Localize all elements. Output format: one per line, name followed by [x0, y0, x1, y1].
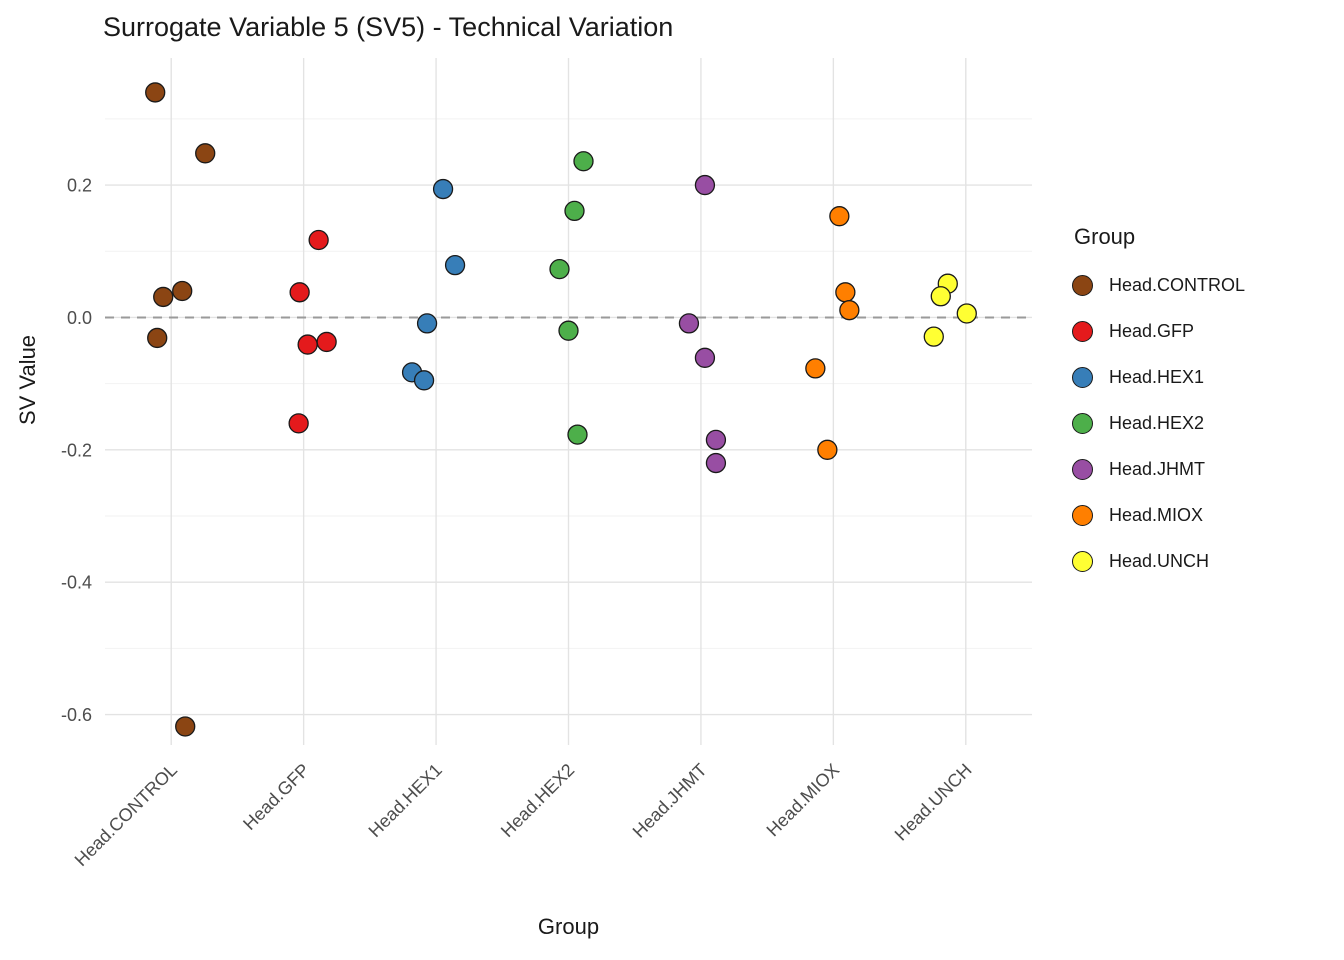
legend-item: Head.HEX1	[1072, 354, 1245, 400]
x-tick-label: Head.JHMT	[629, 760, 711, 842]
data-point	[289, 282, 310, 303]
legend-label: Head.CONTROL	[1109, 274, 1246, 295]
x-tick-label: Head.UNCH	[891, 760, 976, 845]
data-point	[308, 229, 329, 251]
legend-item: Head.CONTROL	[1072, 262, 1245, 308]
legend-label: Head.HEX1	[1109, 366, 1205, 387]
data-point	[694, 347, 716, 368]
x-tick-label: Head.MIOX	[763, 760, 844, 841]
legend-label: Head.GFP	[1109, 320, 1195, 341]
data-point	[839, 300, 860, 321]
data-point	[835, 282, 856, 303]
y-tick-label: -0.2	[61, 440, 92, 460]
legend-label: Head.HEX2	[1109, 412, 1205, 433]
x-tick-label: Head.HEX1	[365, 760, 446, 841]
legend-item: Head.UNCH	[1072, 538, 1245, 584]
legend-swatch-icon	[1072, 412, 1093, 434]
data-point	[175, 716, 196, 737]
legend-item: Head.HEX2	[1072, 400, 1245, 446]
data-point	[172, 280, 193, 302]
data-point	[564, 200, 585, 222]
legend-item: Head.GFP	[1072, 308, 1245, 354]
y-tick-label: -0.6	[61, 705, 92, 725]
data-point	[930, 286, 951, 307]
data-point	[145, 82, 166, 103]
legend-title: Group	[1074, 224, 1136, 249]
x-tick-label: Head.HEX2	[497, 760, 578, 841]
y-tick-label: -0.4	[61, 573, 92, 593]
data-point	[147, 327, 168, 349]
y-tick-label: 0.0	[67, 308, 92, 328]
data-point	[705, 452, 727, 474]
data-point	[805, 358, 826, 379]
data-point	[573, 151, 594, 172]
data-point	[549, 258, 570, 280]
legend: Group Head.CONTROL Head.GFP Head.HEX1 Head.…	[1072, 224, 1245, 584]
data-point	[288, 413, 309, 434]
legend-label: Head.UNCH	[1109, 550, 1210, 571]
data-point	[153, 286, 174, 308]
data-point	[444, 255, 466, 276]
x-tick-label: Head.CONTROL	[71, 760, 181, 870]
data-point	[416, 313, 438, 334]
data-point	[829, 206, 850, 227]
legend-item: Head.JHMT	[1072, 446, 1245, 492]
legend-label: Head.JHMT	[1109, 458, 1206, 479]
data-point	[432, 178, 454, 200]
data-point	[195, 143, 216, 164]
data-point	[705, 429, 727, 451]
data-point	[297, 334, 318, 355]
legend-item: Head.MIOX	[1072, 492, 1245, 538]
data-point	[694, 174, 716, 196]
legend-items: Head.CONTROL Head.GFP Head.HEX1 Head.HEX2 He…	[1072, 262, 1245, 584]
x-tick-label: Head.GFP	[239, 760, 313, 834]
y-tick-label: 0.2	[67, 176, 92, 196]
x-axis-title: Group	[537, 914, 600, 939]
data-point	[316, 331, 337, 353]
legend-swatch-icon	[1072, 274, 1093, 296]
legend-swatch-icon	[1072, 504, 1093, 526]
data-point	[413, 370, 435, 391]
chart-title: Surrogate Variable 5 (SV5) - Technical V…	[103, 12, 674, 42]
legend-swatch-icon	[1072, 458, 1093, 480]
data-point	[567, 424, 588, 445]
data-point	[558, 320, 579, 341]
data-point	[678, 313, 700, 334]
legend-swatch-icon	[1072, 366, 1093, 388]
data-point	[923, 326, 944, 347]
data-point	[956, 303, 977, 324]
legend-swatch-icon	[1072, 320, 1093, 342]
legend-swatch-icon	[1072, 550, 1093, 572]
legend-label: Head.MIOX	[1109, 504, 1204, 525]
data-point	[817, 439, 838, 460]
